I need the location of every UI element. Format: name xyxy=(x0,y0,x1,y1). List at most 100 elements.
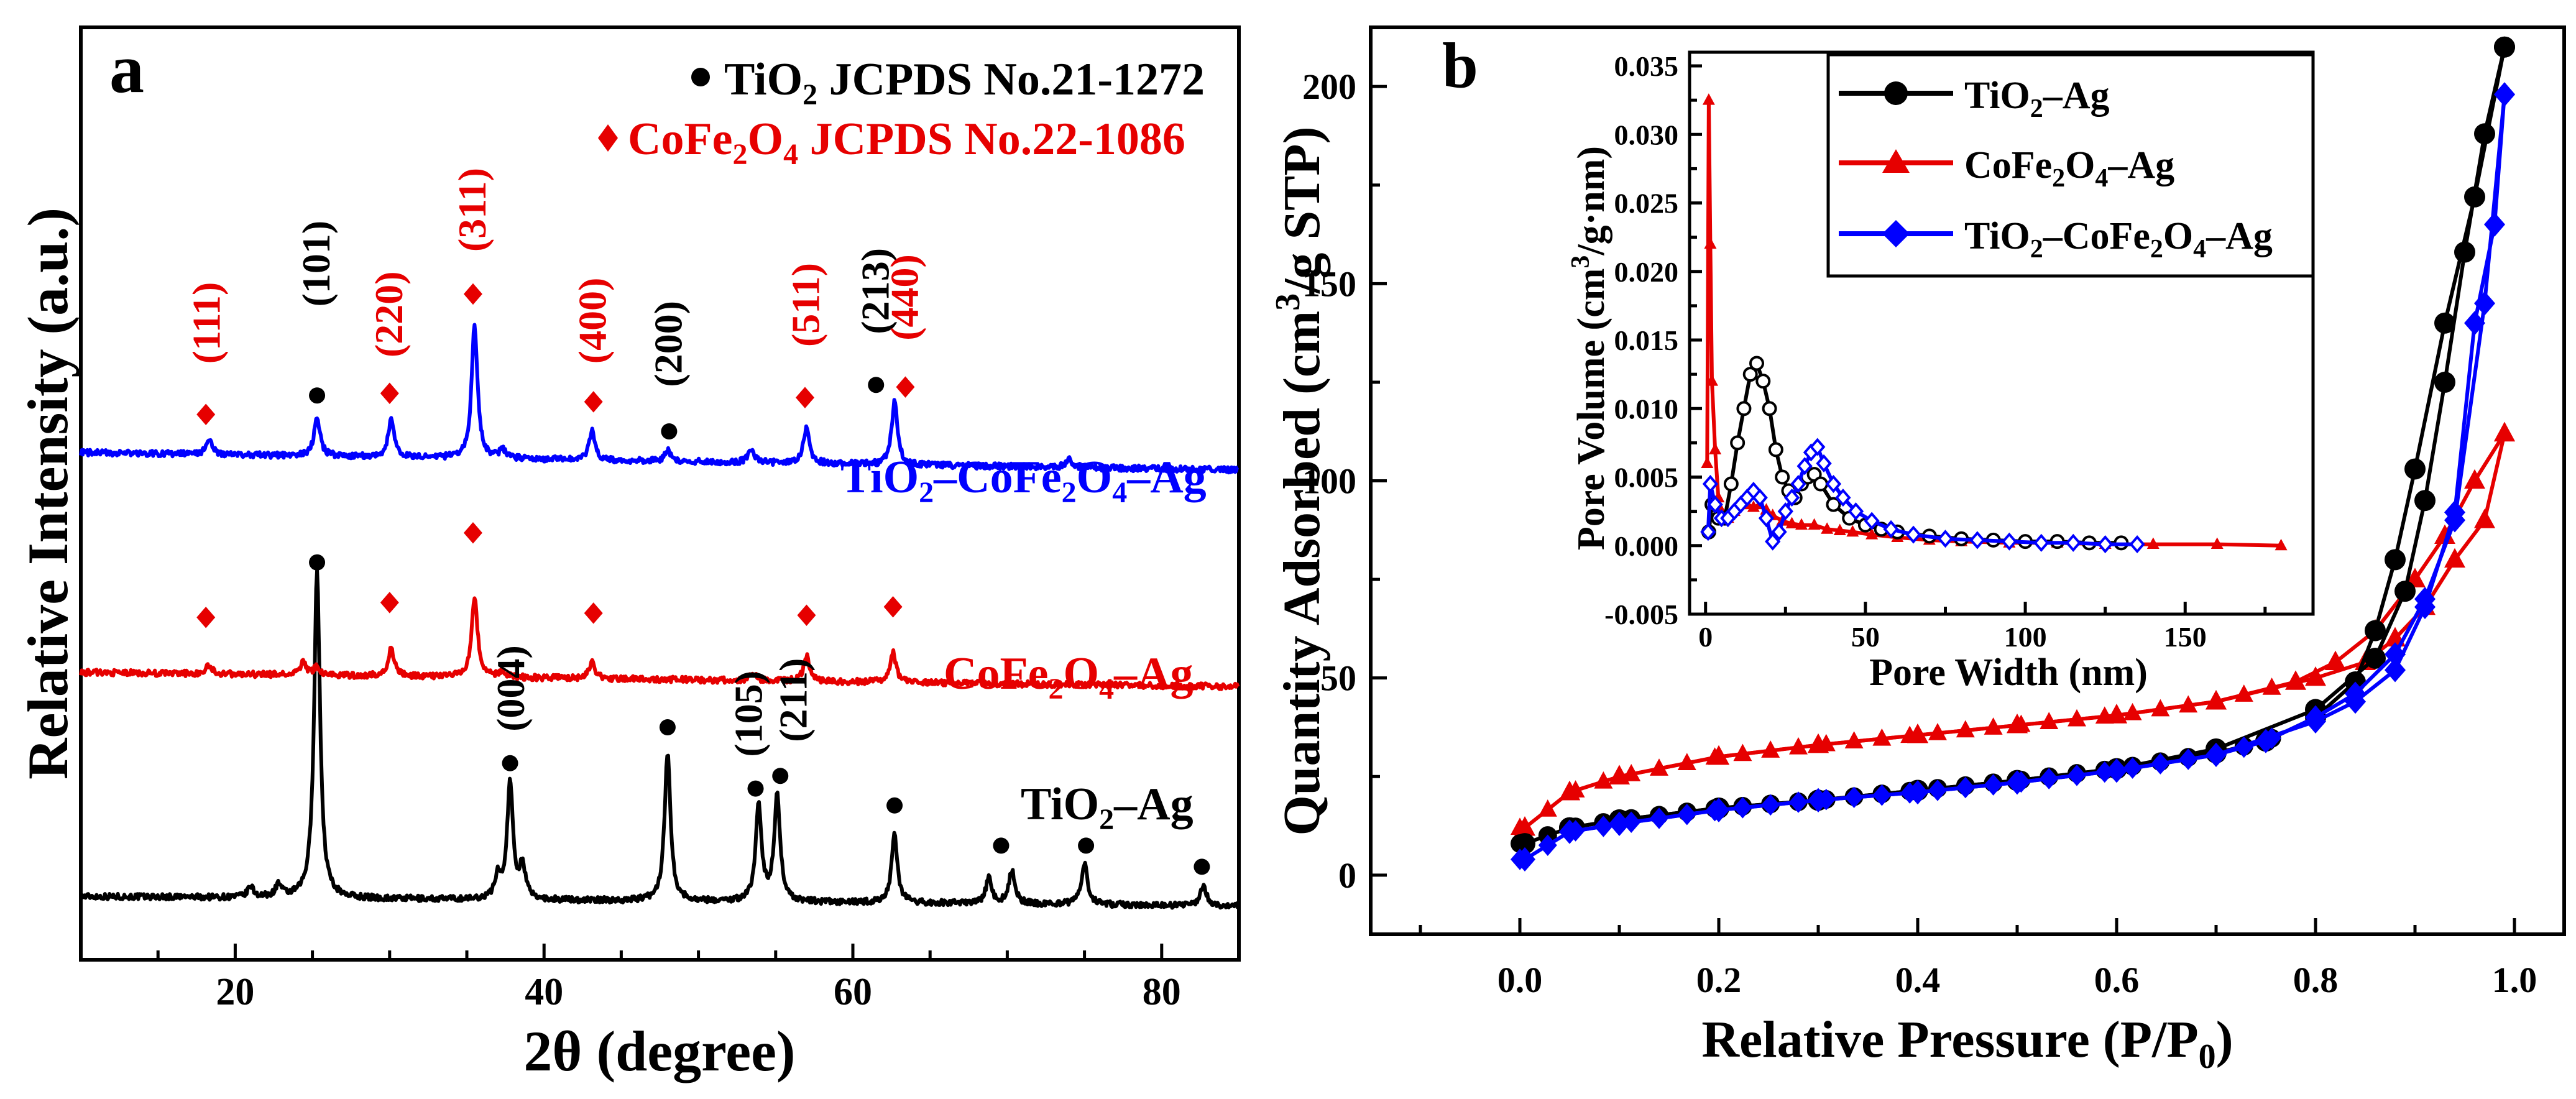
isotherm-point-tio2-cofe2o4-ag xyxy=(2123,757,2142,779)
isotherm-point-cofe2o4-ag xyxy=(1844,731,1864,749)
panel-b-x-axis-title: Relative Pressure (P/P0) xyxy=(1701,1011,2233,1076)
isotherm-point-tio2-cofe2o4-ag xyxy=(2345,689,2366,714)
inset-point-tio2-cofe2o4-ag xyxy=(1825,474,1842,494)
isotherm-point-tio2-cofe2o4-ag xyxy=(2068,765,2086,786)
inset-point-cofe2o4-ag xyxy=(1821,522,1834,534)
isotherm-point-tio2-cofe2o4-ag xyxy=(1844,786,1864,809)
xrd-trace-tio2-cofe2o4-ag xyxy=(79,323,1239,475)
isotherm-point-tio2-cofe2o4-ag xyxy=(1511,848,1529,870)
peak-marker-diamond-tio2-cofe2o4-ag xyxy=(196,403,216,426)
inset-point-tio2-cofe2o4-ag xyxy=(1937,530,1954,548)
inset-point-tio2-cofe2o4-ag xyxy=(1752,489,1768,507)
isotherm-point-tio2-cofe2o4-ag xyxy=(2012,771,2031,793)
legend-circle-icon xyxy=(1884,81,1908,105)
legend-cofe-entry: CoFe2O4 JCPDS No.22-1086 xyxy=(598,114,1185,171)
peak-marker-diamond-cofe2o4-ag xyxy=(584,602,603,624)
hkl-label-200: (200) xyxy=(646,301,690,387)
inset-y-tick-label: 0.030 xyxy=(1614,119,1679,150)
isotherm-point-cofe2o4-ag xyxy=(2068,709,2086,727)
isotherm-point-tio2-ag xyxy=(2434,371,2455,393)
legend-cofe-label: CoFe2O4 JCPDS No.22-1086 xyxy=(628,114,1185,171)
peak-marker-diamond-cofe2o4-ag xyxy=(196,606,216,628)
hkl-label-440: (440) xyxy=(882,254,926,341)
inset-point-cofe2o4-ag xyxy=(2275,538,2288,551)
inset-point-tio2-cofe2o4-ag xyxy=(1969,531,1985,550)
panel-b-x-tick-label: 0.6 xyxy=(2094,960,2140,1000)
inset-point-tio2-cofe2o4-ag xyxy=(1707,495,1723,514)
isotherm-point-tio2-cofe2o4-ag xyxy=(2474,291,2495,316)
inset-point-tio2-ag xyxy=(1813,476,1828,492)
inset-point-cofe2o4-ag xyxy=(2210,537,2224,550)
inset-frame xyxy=(1688,50,2315,616)
isotherm-point-tio2-cofe2o4-ag xyxy=(2385,658,2406,683)
inset-point-tio2-cofe2o4-ag xyxy=(1771,523,1787,541)
inset-point-tio2-cofe2o4-ag xyxy=(2065,533,2081,552)
isotherm-point-cofe2o4-ag xyxy=(1622,763,1641,781)
inset-point-tio2-ag xyxy=(1730,435,1746,451)
inset-point-tio2-cofe2o4-ag xyxy=(1758,509,1775,528)
panel-a-x-tick-label: 40 xyxy=(525,971,563,1013)
hkl-label-101: (101) xyxy=(294,221,338,307)
inset-point-tio2-ag xyxy=(1742,367,1758,382)
panel-b: 0.0 0.2 0.4 0.6 0.8 1.0 0 50 100 150 200 b 0 50 100 1… xyxy=(1269,25,2566,1076)
isotherm-point-cofe2o4-ag xyxy=(2012,714,2031,732)
hkl-label-105: (105) xyxy=(727,671,771,757)
inset-ticks: 0 50 100 150 -0.005 0.000 0.005 0.010 0.015 0.020… xyxy=(1604,50,2267,653)
isotherm-point-tio2-ag xyxy=(2434,312,2455,334)
isotherm-point-tio2-ag xyxy=(2474,123,2495,145)
hkl-label-213: (213) xyxy=(853,248,897,334)
panel-a-frame xyxy=(79,25,1241,962)
inset-point-tio2-ag xyxy=(1755,374,1771,389)
peak-marker-circle-tio2-ag xyxy=(747,780,764,797)
inset-point-tio2-cofe2o4-ag xyxy=(2097,535,2114,554)
isotherm-point-tio2-cofe2o4-ag xyxy=(2414,594,2436,620)
panel-b-inset: 0 50 100 150 -0.005 0.000 0.005 0.010 0.015 0.020… xyxy=(1566,50,2315,694)
inset-y-tick-label: -0.005 xyxy=(1604,599,1678,630)
isotherm-point-tio2-ag xyxy=(2394,581,2416,602)
isotherm-point-cofe2o4-ag xyxy=(1816,733,1836,752)
isotherm-point-cofe2o4-ag xyxy=(1789,737,1808,755)
isotherm-point-tio2-ag xyxy=(2414,490,2436,512)
peak-marker-circle-tio2-ag xyxy=(886,797,903,814)
inset-point-tio2-cofe2o4-ag xyxy=(1765,532,1781,551)
inset-point-cofe2o4-ag xyxy=(1795,518,1808,530)
isotherm-point-cofe2o4-ag xyxy=(2151,699,2170,717)
panel-a-traces xyxy=(79,323,1240,910)
isotherm-point-tio2-cofe2o4-ag xyxy=(1594,816,1613,837)
isotherm-point-cofe2o4-ag xyxy=(1594,771,1613,789)
isotherm-point-cofe2o4-ag xyxy=(1928,722,1947,740)
inset-point-tio2-cofe2o4-ag xyxy=(1777,502,1793,521)
inset-y-tick-label: 0.025 xyxy=(1614,188,1679,219)
inset-point-tio2-cofe2o4-ag xyxy=(2129,535,2145,554)
legend-label-cofe2o4-ag: CoFe2O4–Ag xyxy=(1964,144,2174,193)
isotherm-point-tio2-cofe2o4-ag xyxy=(1956,776,1975,799)
inset-y-tick-label: 0.010 xyxy=(1614,393,1679,425)
isotherm-point-cofe2o4-ag xyxy=(2262,678,2281,695)
peak-marker-circle-tio2-cofe2o4-ag xyxy=(309,387,326,404)
hkl-label-511: (511) xyxy=(783,263,827,347)
peak-marker-diamond-tio2-cofe2o4-ag xyxy=(380,382,399,405)
isotherm-point-cofe2o4-ag xyxy=(2305,666,2326,686)
xrd-trace-tio2-ag xyxy=(79,568,1240,910)
hkl-label-311: (311) xyxy=(450,168,494,252)
inset-point-tio2-cofe2o4-ag xyxy=(1796,457,1813,476)
inset-point-cofe2o4-ag xyxy=(1702,93,1715,105)
isotherm-point-tio2-cofe2o4-ag xyxy=(2040,768,2059,789)
panel-b-ticks: 0.0 0.2 0.4 0.6 0.8 1.0 0 50 100 150 200 xyxy=(1302,67,2537,1000)
isotherm-point-tio2-cofe2o4-ag xyxy=(2464,311,2485,336)
series-label-cofe2o4-ag: CoFe2O4–Ag xyxy=(944,648,1194,706)
inset-point-cofe2o4-ag xyxy=(1701,456,1714,468)
panel-b-y-tick-label: 100 xyxy=(1302,461,1356,502)
inset-point-cofe2o4-ag xyxy=(1704,237,1717,249)
panel-b-x-tick-label: 0.2 xyxy=(1696,960,1742,1000)
panel-b-x-tick-label: 0.8 xyxy=(2293,960,2339,1000)
isotherm-point-cofe2o4-ag xyxy=(2474,508,2495,528)
panel-b-y-tick-label: 200 xyxy=(1302,67,1356,107)
inset-point-tio2-ag xyxy=(1749,356,1765,371)
isotherm-point-cofe2o4-ag xyxy=(2434,524,2455,545)
isotherm-point-tio2-cofe2o4-ag xyxy=(2151,753,2170,775)
panel-a-letter: a xyxy=(109,30,144,108)
peak-marker-circle-tio2-ag xyxy=(502,755,518,771)
inset-y-tick-label: 0.015 xyxy=(1614,324,1679,356)
